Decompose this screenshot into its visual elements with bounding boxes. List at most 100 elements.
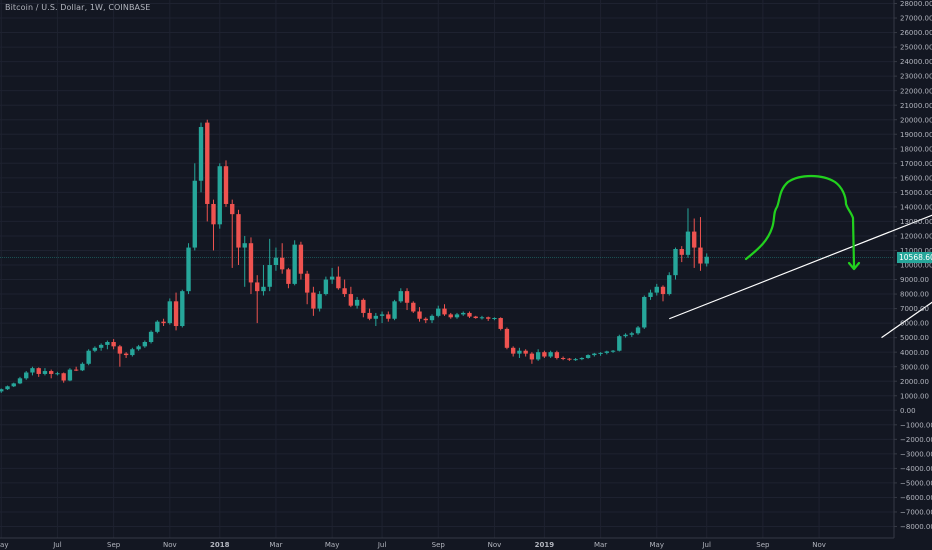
price-axis-tick-label: 19000.00 bbox=[900, 131, 932, 139]
price-axis-tick-label: 12000.00 bbox=[900, 233, 932, 241]
candle bbox=[660, 285, 666, 302]
candle-body bbox=[692, 231, 697, 248]
price-axis-tick-label: 2000.00 bbox=[900, 378, 929, 386]
candle-body bbox=[205, 122, 210, 204]
candle bbox=[342, 279, 347, 297]
candle bbox=[429, 314, 435, 324]
candle bbox=[704, 253, 709, 267]
candle-body bbox=[348, 294, 354, 306]
candle bbox=[161, 318, 166, 327]
candle bbox=[11, 382, 16, 388]
candle bbox=[361, 298, 366, 318]
candle bbox=[173, 292, 179, 331]
candle bbox=[523, 349, 528, 357]
time-axis-tick-label: Nov bbox=[812, 541, 826, 549]
candle bbox=[86, 349, 91, 366]
candle-body bbox=[311, 292, 316, 309]
candle bbox=[230, 199, 235, 268]
candle-body bbox=[30, 368, 35, 373]
price-axis-tick-label: −3000.00 bbox=[900, 450, 932, 458]
candle-body bbox=[617, 336, 622, 351]
candle-body bbox=[161, 321, 166, 324]
candle-body bbox=[286, 269, 291, 284]
candle-body bbox=[155, 321, 160, 332]
candle bbox=[292, 240, 297, 286]
price-axis-tick-label: −1000.00 bbox=[900, 421, 932, 429]
candle-body bbox=[479, 317, 485, 319]
price-axis-tick-label: 25000.00 bbox=[900, 44, 932, 52]
candle-body bbox=[579, 357, 585, 360]
candle bbox=[24, 371, 29, 380]
candle bbox=[635, 326, 641, 335]
candle-body bbox=[504, 328, 510, 348]
candle bbox=[492, 317, 497, 321]
price-axis-tick-label: 22000.00 bbox=[900, 87, 932, 95]
candle bbox=[142, 340, 148, 348]
candle-body bbox=[473, 316, 478, 319]
candle-body bbox=[423, 318, 428, 321]
candle-body bbox=[398, 291, 403, 302]
candle bbox=[223, 160, 229, 207]
candle-body bbox=[105, 341, 110, 345]
candle-body bbox=[535, 352, 541, 360]
candle bbox=[30, 366, 35, 376]
candle-body bbox=[517, 350, 522, 354]
candle-body bbox=[560, 357, 566, 359]
candle-body bbox=[329, 276, 335, 280]
candle bbox=[517, 347, 522, 358]
candle-body bbox=[136, 346, 141, 350]
candle bbox=[685, 208, 691, 258]
candle bbox=[148, 330, 154, 344]
candle-body bbox=[173, 301, 179, 327]
time-axis-tick-label: May bbox=[0, 541, 8, 549]
candle bbox=[386, 311, 391, 322]
time-axis-tick-label: Jul bbox=[377, 541, 387, 549]
candle bbox=[454, 312, 460, 319]
price-axis-tick-label: 1000.00 bbox=[900, 392, 929, 400]
candle-body bbox=[679, 249, 684, 255]
candle-body bbox=[192, 180, 197, 248]
candle bbox=[411, 301, 416, 313]
candle-body bbox=[610, 350, 616, 352]
candle-body bbox=[342, 288, 347, 295]
candle-body bbox=[167, 301, 172, 324]
candle bbox=[304, 270, 310, 305]
price-axis-tick-label: 9000.00 bbox=[900, 276, 929, 284]
candle-body bbox=[510, 347, 516, 354]
candle bbox=[592, 352, 597, 357]
candle-body bbox=[49, 371, 54, 374]
candle-body bbox=[186, 247, 191, 292]
candle bbox=[398, 288, 403, 303]
time-axis-tick-label: May bbox=[650, 541, 664, 549]
candle bbox=[598, 352, 603, 356]
price-axis-tick-label: 3000.00 bbox=[900, 363, 929, 371]
time-axis-tick-label: Jul bbox=[52, 541, 62, 549]
price-axis-tick-label: 20000.00 bbox=[900, 116, 932, 124]
drawing-overlays[interactable] bbox=[669, 127, 932, 339]
candle-body bbox=[223, 166, 229, 204]
candle-body bbox=[685, 231, 691, 255]
candle bbox=[392, 299, 397, 321]
candle bbox=[436, 305, 441, 318]
price-axis-tick-label: 7000.00 bbox=[900, 305, 929, 313]
candlestick-series bbox=[0, 119, 709, 393]
candle bbox=[192, 163, 197, 251]
candle bbox=[348, 286, 354, 308]
candle bbox=[554, 350, 560, 360]
candle-body bbox=[498, 318, 503, 329]
candle bbox=[80, 362, 85, 372]
candle-body bbox=[323, 279, 329, 295]
candle bbox=[61, 372, 66, 383]
candle-body bbox=[92, 347, 98, 351]
candle-body bbox=[442, 308, 447, 315]
candle-body bbox=[73, 369, 79, 371]
candle bbox=[354, 296, 360, 309]
candle-body bbox=[404, 291, 410, 303]
candle-body bbox=[55, 373, 60, 375]
candle bbox=[423, 317, 428, 324]
candle bbox=[92, 346, 98, 353]
candle-body bbox=[292, 244, 297, 284]
candle bbox=[673, 247, 678, 280]
candle bbox=[279, 243, 285, 274]
